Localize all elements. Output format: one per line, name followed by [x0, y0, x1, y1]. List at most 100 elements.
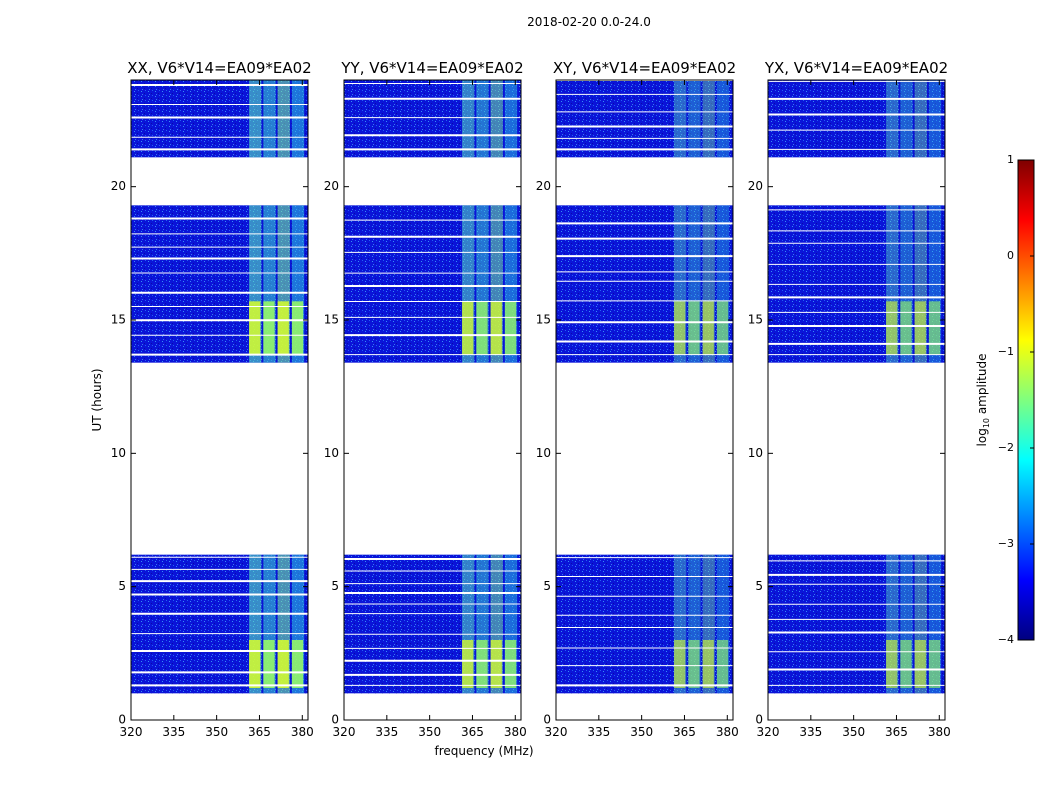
bright-block	[277, 301, 289, 355]
bright-block	[490, 301, 502, 355]
y-tick-label: 5	[118, 579, 126, 593]
colorbar-tick-label: −1	[998, 345, 1014, 358]
bright-block	[462, 640, 474, 688]
x-tick-label: 350	[630, 725, 653, 739]
y-tick-label: 15	[111, 313, 126, 327]
bright-block	[476, 301, 488, 355]
bright-block	[900, 301, 912, 355]
heatmap-panel: XX, V6*V14=EA09*EA02 0 5 10 15 20 320 335 350 365…	[111, 59, 314, 739]
y-tick-label: 10	[324, 446, 339, 460]
x-tick-label: 320	[333, 725, 356, 739]
x-tick-label: 350	[842, 725, 865, 739]
bright-block	[688, 301, 700, 355]
bright-block	[914, 640, 926, 688]
bright-block	[688, 640, 700, 688]
x-tick-label: 320	[120, 725, 143, 739]
rfi-band	[702, 80, 715, 158]
bright-block	[249, 640, 261, 688]
panel-title: XX, V6*V14=EA09*EA02	[127, 59, 311, 77]
axes-frame	[767, 79, 946, 721]
x-tick-label: 335	[162, 725, 185, 739]
bright-block	[674, 301, 686, 355]
data-noise	[556, 80, 733, 158]
bright-block	[702, 301, 714, 355]
y-tick-label: 0	[543, 713, 551, 727]
bright-block	[504, 640, 517, 688]
rfi-band	[716, 80, 730, 158]
rfi-band	[263, 80, 276, 158]
axes-frame	[130, 79, 309, 721]
rfi-band	[886, 80, 899, 158]
colorbar-ticks: 1 0 −1 −2 −3 −4	[998, 153, 1034, 646]
rfi-band	[291, 80, 305, 158]
panel-title: YY, V6*V14=EA09*EA02	[340, 59, 523, 77]
bright-block	[277, 640, 289, 688]
y-tick-label: 5	[755, 579, 763, 593]
y-tick-label: 20	[111, 179, 126, 193]
bright-block	[702, 640, 714, 688]
bright-block	[914, 301, 926, 355]
y-tick-label: 20	[748, 179, 763, 193]
bright-block	[291, 301, 304, 355]
bright-block	[716, 301, 729, 355]
rfi-band	[674, 80, 687, 158]
bright-block	[263, 640, 275, 688]
panels-group: XX, V6*V14=EA09*EA02 0 5 10 15 20 320 335 350 365…	[111, 59, 951, 739]
bright-block	[716, 640, 729, 688]
y-tick-label: 5	[543, 579, 551, 593]
x-tick-label: 380	[928, 725, 951, 739]
rfi-band	[928, 80, 942, 158]
y-tick-label: 0	[118, 713, 126, 727]
bright-block	[490, 640, 502, 688]
colorbar: 1 0 −1 −2 −3 −4 log10 amplitude	[975, 153, 1035, 646]
x-tick-label: 380	[504, 725, 527, 739]
colorbar-label: log10 amplitude	[975, 354, 991, 447]
bright-block	[674, 640, 686, 688]
y-tick-label: 0	[755, 713, 763, 727]
y-tick-label: 5	[331, 579, 339, 593]
bright-block	[249, 301, 261, 355]
y-tick-label: 10	[748, 446, 763, 460]
x-axis-label: frequency (MHz)	[434, 744, 533, 758]
rfi-band	[277, 80, 290, 158]
y-axis-label: UT (hours)	[90, 368, 104, 431]
bright-block	[476, 640, 488, 688]
bright-block	[291, 640, 304, 688]
x-tick-label: 365	[885, 725, 908, 739]
rfi-band	[504, 80, 518, 158]
y-tick-label: 15	[324, 313, 339, 327]
x-tick-label: 365	[248, 725, 271, 739]
y-tick-label: 20	[536, 179, 551, 193]
x-tick-label: 335	[799, 725, 822, 739]
heatmap-panel: XY, V6*V14=EA09*EA02 0 5 10 15 20 320 335 350 365…	[536, 59, 739, 739]
x-tick-label: 350	[205, 725, 228, 739]
bright-block	[504, 301, 517, 355]
rfi-band	[490, 80, 503, 158]
x-tick-label: 350	[418, 725, 441, 739]
rfi-band	[249, 80, 262, 158]
data-noise	[344, 80, 521, 158]
y-tick-label: 20	[324, 179, 339, 193]
heatmap-panel: YY, V6*V14=EA09*EA02 0 5 10 15 20 320 335 350 365…	[324, 59, 527, 739]
data-noise	[768, 80, 945, 158]
bright-block	[886, 640, 898, 688]
y-tick-label: 15	[536, 313, 551, 327]
rfi-band	[914, 80, 927, 158]
colorbar-gradient	[1017, 159, 1035, 641]
rfi-band	[476, 80, 489, 158]
x-tick-label: 335	[587, 725, 610, 739]
colorbar-tick-label: −4	[998, 633, 1014, 646]
x-tick-label: 380	[291, 725, 314, 739]
x-tick-label: 365	[673, 725, 696, 739]
colorbar-tick-label: 0	[1007, 249, 1014, 262]
bright-block	[263, 301, 275, 355]
y-tick-label: 0	[331, 713, 339, 727]
colorbar-tick-label: −3	[998, 537, 1014, 550]
bright-block	[886, 301, 898, 355]
axes-frame	[343, 79, 522, 721]
x-tick-label: 335	[375, 725, 398, 739]
colorbar-tick-label: 1	[1007, 153, 1014, 166]
axes-frame	[555, 79, 734, 721]
bright-block	[928, 640, 941, 688]
